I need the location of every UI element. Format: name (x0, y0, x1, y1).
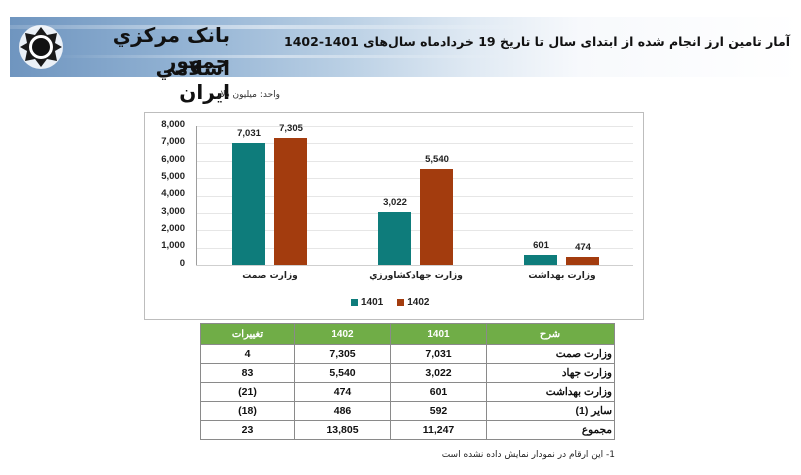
header-change: تغییرات (200, 323, 295, 345)
central-bank-star-logo-icon (19, 25, 63, 69)
gridline (196, 248, 633, 249)
y-tick: 6,000 (161, 154, 185, 165)
y-tick: 2,000 (161, 223, 185, 234)
cell-1401: 11,247 (390, 420, 487, 440)
y-tick: 8,000 (161, 119, 185, 130)
bar-value-label: 5,540 (425, 154, 449, 165)
cell-change: (21) (200, 382, 295, 402)
gridline (196, 213, 633, 214)
bar-value-label: 7,031 (237, 128, 261, 139)
y-tick: 4,000 (161, 188, 185, 199)
gridline (196, 143, 633, 144)
cell-1402: 5,540 (294, 363, 391, 383)
bar-value-label: 7,305 (279, 123, 303, 134)
legend-item-1402: 1402 (397, 297, 430, 308)
header-description: شرح (486, 323, 615, 345)
gridline (196, 230, 633, 231)
cell-1401: 3,022 (390, 363, 487, 383)
cell-change: 23 (200, 420, 295, 440)
y-tick: 7,000 (161, 136, 185, 147)
banner-streak (50, 55, 510, 58)
data-table: تغییرات 1402 1401 شرح 4 7,305 7,031 وزار… (200, 323, 615, 440)
y-tick: 1,000 (161, 240, 185, 251)
cell-1402: 474 (294, 382, 391, 402)
bar-1402 (274, 138, 307, 265)
bank-name-line2: اسلامي ايران (155, 56, 230, 104)
cell-1401: 601 (390, 382, 487, 402)
gridline (196, 178, 633, 179)
bar-group-behdasht: 601 474 (524, 126, 604, 265)
plot-area: 7,031 7,305 3,022 5,540 601 474 (196, 123, 633, 266)
header-1402: 1402 (294, 323, 391, 345)
bar-1402 (566, 257, 599, 265)
cell-1401: 592 (390, 401, 487, 421)
cell-description: وزارت جهاد (486, 363, 615, 383)
cell-change: 83 (200, 363, 295, 383)
gridline (196, 161, 633, 162)
y-tick: 5,000 (161, 171, 185, 182)
bar-1402 (420, 169, 453, 265)
category-label: وزارت صمت (242, 271, 298, 281)
bar-value-label: 3,022 (383, 197, 407, 208)
y-axis-line (196, 126, 197, 265)
cell-1402: 7,305 (294, 344, 391, 364)
table-row: (21) 474 601 وزارت بهداشت (200, 382, 615, 402)
cell-description: سایر (1) (486, 401, 615, 421)
cell-description: وزارت صمت (486, 344, 615, 364)
page-title: آمار تامین ارز انجام شده از ابتدای سال ت… (284, 34, 790, 49)
cell-1402: 486 (294, 401, 391, 421)
bar-group-samat: 7,031 7,305 (232, 123, 312, 265)
chart-legend: 1401 1402 (351, 297, 430, 308)
y-tick: 0 (179, 258, 185, 269)
legend-swatch (397, 299, 405, 306)
header-banner (10, 17, 801, 77)
cell-1401: 7,031 (390, 344, 487, 364)
footnote: 1- این ارقام در نمودار نمایش داده نشده ا… (441, 450, 615, 460)
bar-1401 (232, 143, 265, 265)
legend-item-1401: 1401 (351, 297, 383, 308)
bar-value-label: 601 (533, 240, 549, 251)
bar-group-jahad: 3,022 5,540 (378, 126, 458, 265)
bar-1401 (378, 212, 411, 265)
bank-name: بانک مرکزي جمهور (112, 23, 230, 73)
y-axis: 8,000 7,000 6,000 5,000 4,000 3,000 2,00… (145, 113, 191, 319)
gridline (196, 196, 633, 197)
banner-streak (10, 25, 530, 29)
bar-1401 (524, 255, 557, 265)
category-label: وزارت جهادکشاورزي (369, 271, 463, 281)
cell-1402: 13,805 (294, 420, 391, 440)
table-row: 4 7,305 7,031 وزارت صمت (200, 344, 615, 364)
cell-description: مجموع (486, 420, 615, 440)
bar-value-label: 474 (575, 242, 591, 253)
table-header-row: تغییرات 1402 1401 شرح (200, 323, 615, 345)
legend-label: 1401 (361, 297, 384, 308)
table-row-total: 23 13,805 11,247 مجموع (200, 420, 615, 440)
legend-swatch (351, 299, 358, 306)
unit-label: واحد: میلیون دلار (216, 90, 280, 100)
category-label: وزارت بهداشت (528, 271, 596, 281)
cell-change: 4 (200, 344, 295, 364)
gridline (196, 126, 633, 127)
bar-chart: 8,000 7,000 6,000 5,000 4,000 3,000 2,00… (144, 112, 644, 320)
legend-label: 1402 (407, 297, 430, 308)
table-row: (18) 486 592 سایر (1) (200, 401, 615, 421)
cell-description: وزارت بهداشت (486, 382, 615, 402)
table-row: 83 5,540 3,022 وزارت جهاد (200, 363, 615, 383)
y-tick: 3,000 (161, 206, 185, 217)
x-axis-line (196, 265, 633, 266)
header-1401: 1401 (390, 323, 487, 345)
cell-change: (18) (200, 401, 295, 421)
